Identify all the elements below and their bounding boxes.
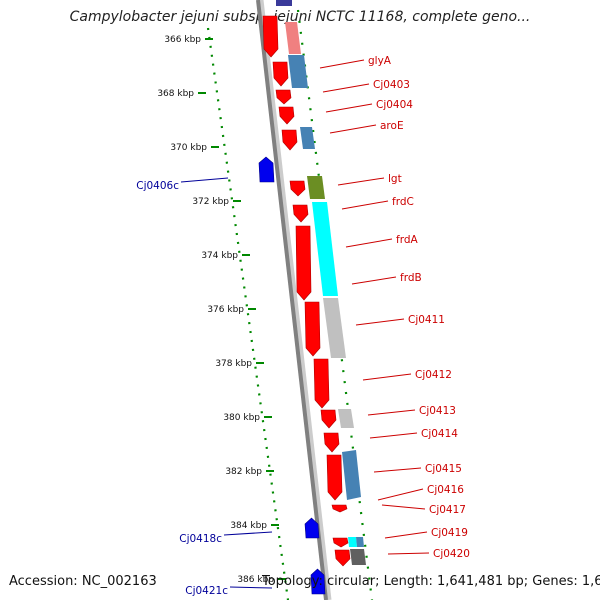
labels: glyA Cj0403 Cj0404 aroE lgt frdC frdA frdB Cj041… (136, 55, 470, 597)
reverse-cds-partial (276, 0, 292, 6)
cog-block-cyan (348, 537, 357, 547)
leader-line (341, 200, 389, 210)
tick-label: 368 kbp (157, 89, 194, 99)
forward-cds-arrow (262, 15, 279, 58)
gene-label-glya: glyA (368, 55, 392, 67)
cog-block-steelblue (288, 55, 308, 88)
leader-line (369, 432, 418, 439)
gene-label-cj0414: Cj0414 (421, 428, 458, 440)
gene-label-aroe: aroE (380, 120, 404, 132)
leader-line (384, 531, 428, 539)
gene-label-cj0403: Cj0403 (373, 79, 410, 91)
tick-marks: 366 kbp 368 kbp 370 kbp 372 kbp 374 kbp 376 k… (157, 35, 286, 585)
summary-text: Topology: circular; Length: 1,641,481 bp… (262, 574, 600, 589)
cog-block-olive (307, 176, 325, 199)
leader-line (377, 488, 424, 501)
leader-line (329, 124, 377, 134)
tick-label: 384 kbp (230, 521, 267, 531)
gene-label-lgt: lgt (388, 173, 402, 185)
gene-label-cj0417: Cj0417 (429, 504, 466, 516)
cog-block-cyan (312, 202, 338, 296)
reverse-cds-arrow (304, 517, 320, 539)
gene-label-frda: frdA (396, 234, 418, 246)
gene-label-cj0421c: Cj0421c (185, 585, 228, 597)
tick-label: 382 kbp (225, 467, 262, 477)
tick-label: 374 kbp (201, 251, 238, 261)
leader-line (180, 177, 229, 183)
forward-cds-arrow (292, 204, 309, 223)
forward-cds-arrow (281, 129, 298, 151)
leader-line (381, 504, 426, 510)
cog-block-steelblue (356, 537, 364, 547)
cog-block-pink (285, 22, 301, 54)
leader-line (319, 59, 365, 69)
forward-cds-arrow (332, 537, 349, 548)
leader-line (373, 467, 422, 473)
tick-label: 370 kbp (170, 143, 207, 153)
leader-line (345, 238, 393, 248)
forward-cds-arrow (304, 301, 321, 357)
cog-block-steelblue (300, 127, 315, 149)
leader-line (322, 83, 370, 93)
forward-cds-arrow (289, 180, 306, 197)
forward-cds-arrow (313, 358, 330, 409)
tick-label: 380 kbp (223, 413, 260, 423)
forward-cds-arrow (334, 549, 351, 567)
features (258, 0, 366, 595)
forward-cds-arrow (275, 89, 292, 105)
forward-cds-arrow (278, 106, 295, 125)
forward-cds-arrow (295, 225, 312, 301)
gene-label-cj0416: Cj0416 (427, 484, 464, 496)
gene-label-frdc: frdC (392, 196, 414, 208)
forward-cds-arrow (326, 454, 343, 501)
map-title: Campylobacter jejuni subsp. jejuni NCTC … (69, 9, 531, 25)
leader-line (337, 177, 385, 186)
gene-label-frdb: frdB (400, 272, 422, 284)
leader-line (367, 409, 416, 416)
leader-line (355, 318, 405, 326)
gene-label-cj0411: Cj0411 (408, 314, 445, 326)
cog-block-gray (323, 298, 346, 358)
tick-label: 386 kbp (237, 575, 274, 585)
gene-label-cj0419: Cj0419 (431, 527, 468, 539)
leader-line (351, 276, 397, 285)
forward-cds-arrow (320, 409, 337, 429)
forward-cds-arrow (331, 504, 348, 513)
gene-label-cj0406c: Cj0406c (136, 180, 179, 192)
leader-line (387, 552, 430, 555)
tick-label: 372 kbp (192, 197, 229, 207)
forward-cds-arrow (272, 61, 289, 87)
leader-line (325, 103, 373, 113)
gene-label-cj0412: Cj0412 (415, 369, 452, 381)
gene-label-cj0420: Cj0420 (433, 548, 470, 560)
cog-block-gray (338, 409, 354, 428)
leader-line (223, 531, 273, 536)
gene-label-cj0413: Cj0413 (419, 405, 456, 417)
leader-line (362, 373, 412, 381)
tick-label: 378 kbp (215, 359, 252, 369)
gene-label-cj0415: Cj0415 (425, 463, 462, 475)
tick-label: 366 kbp (164, 35, 201, 45)
tick-label: 376 kbp (207, 305, 244, 315)
leader-line (229, 586, 273, 589)
accession-text: Accession: NC_002163 (9, 574, 157, 589)
forward-cds-arrow (323, 432, 340, 453)
gene-label-cj0404: Cj0404 (376, 99, 413, 111)
reverse-cds-arrow (310, 568, 326, 595)
gc-content-ring (206, 27, 290, 600)
backbone (256, 0, 328, 600)
cog-block-steelblue (342, 450, 361, 500)
reverse-cds-arrow (258, 156, 275, 183)
gene-label-cj0418c: Cj0418c (179, 533, 222, 545)
cog-block-darkgray (350, 549, 366, 565)
